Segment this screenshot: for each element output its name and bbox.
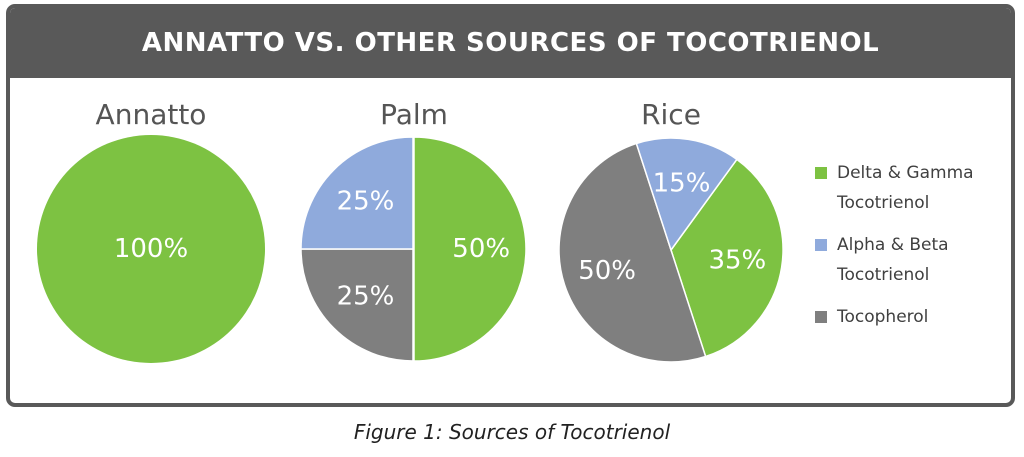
chart-title: ANNATTO VS. OTHER SOURCES OF TOCOTRIENOL [141,28,880,58]
data-label-tocopherol: 50% [578,256,636,286]
legend-swatch-delta-gamma [815,167,827,179]
data-label-tocopherol: 25% [337,282,395,312]
figure-caption: Figure 1: Sources of Tocotrienol [353,420,671,444]
pie-rice: 35% 50% 15% [558,137,784,363]
legend-item-tocopherol: Tocopherol [815,302,1024,332]
pie-title-annatto: Annatto [95,98,207,131]
pie-slice-alpha-beta-tocotrienol [300,136,414,250]
legend-swatch-alpha-beta [815,239,827,251]
legend-label: Delta & Gamma [837,163,974,183]
legend-label: Tocotrienol [837,193,930,213]
data-label-delta-gamma-tocotrienol: 50% [452,234,510,264]
legend-label: Tocopherol [837,307,929,327]
legend-label: Alpha & Beta [837,235,949,255]
data-label-delta-gamma-tocotrienol: 100% [114,234,188,264]
pie-palm: 50% 25% 25% [300,136,527,362]
pie-title-palm: Palm [380,98,448,131]
legend-swatch-tocopherol [815,311,827,323]
data-label-alpha-beta-tocotrienol: 15% [653,169,711,199]
chart-header: ANNATTO VS. OTHER SOURCES OF TOCOTRIENOL [10,8,1011,78]
pie-slice-delta-gamma-tocotrienol [37,135,265,363]
pie-slice-delta-gamma-tocotrienol [670,158,784,358]
pie-slice-tocopherol [558,142,707,363]
data-label-alpha-beta-tocotrienol: 25% [337,186,395,216]
pie-title-rice: Rice [641,98,701,131]
pie-slice-alpha-beta-tocotrienol [635,137,738,252]
pie-annatto: 100% [37,135,265,363]
legend-label: Tocotrienol [837,265,930,285]
data-label-delta-gamma-tocotrienol: 35% [708,246,766,276]
legend: Delta & Gamma Tocotrienol Alpha & Beta T… [815,158,1024,344]
pie-slice-delta-gamma-tocotrienol [413,136,527,362]
legend-item-alpha-beta: Alpha & Beta Tocotrienol [815,230,1024,290]
pie-slice-tocopherol [300,248,414,362]
legend-item-delta-gamma: Delta & Gamma Tocotrienol [815,158,1024,218]
